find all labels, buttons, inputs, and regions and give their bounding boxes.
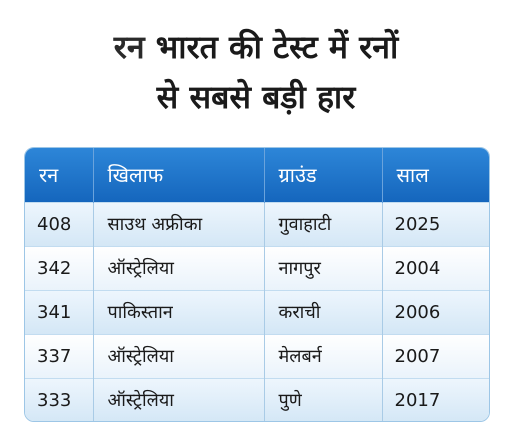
cell-year: 2025 [382, 201, 489, 246]
cell-against: ऑस्ट्रेलिया [93, 333, 265, 378]
header-year: साल [396, 163, 429, 188]
cell-ground: कराची [264, 289, 383, 334]
table-row: 408 साउथ अफ्रीका गुवाहाटी 2025 [25, 201, 489, 246]
cell-year: 2004 [382, 245, 489, 290]
cell-runs: 408 [25, 201, 94, 246]
cell-runs: 333 [25, 377, 94, 421]
cell-against: साउथ अफ्रीका [93, 201, 265, 246]
page-title: रन भारत की टेस्ट में रनों से सबसे बड़ी ह… [0, 22, 512, 122]
cell-runs: 342 [25, 245, 94, 290]
cell-year: 2007 [382, 333, 489, 378]
table-row: 341 पाकिस्तान कराची 2006 [25, 289, 489, 334]
table-row: 337 ऑस्ट्रेलिया मेलबर्न 2007 [25, 333, 489, 378]
title-text-1: भारत की टेस्ट में रनों [155, 28, 399, 66]
title-line-2: से सबसे बड़ी हार [156, 78, 356, 116]
header-runs: रन [25, 148, 94, 202]
cell-ground: गुवाहाटी [264, 201, 383, 246]
cell-runs: 341 [25, 289, 94, 334]
cell-year: 2017 [382, 377, 489, 421]
title-prefix: रन [113, 28, 145, 66]
cell-ground: पुणे [264, 377, 383, 421]
header-against: खिलाफ [93, 148, 265, 202]
table-row: 342 ऑस्ट्रेलिया नागपुर 2004 [25, 245, 489, 290]
header-ground: ग्राउंड [264, 148, 383, 202]
table-row: 333 ऑस्ट्रेलिया पुणे 2017 [25, 377, 489, 421]
cell-year: 2006 [382, 289, 489, 334]
cell-ground: मेलबर्न [264, 333, 383, 378]
cell-ground: नागपुर [264, 245, 383, 290]
cell-runs: 337 [25, 333, 94, 378]
cell-against: पाकिस्तान [93, 289, 265, 334]
results-table-container: रन खिलाफ ग्राउंड साल 408 साउथ अफ्रीका गु… [24, 147, 490, 422]
results-table: रन खिलाफ ग्राउंड साल 408 साउथ अफ्रीका गु… [25, 148, 489, 421]
title-line-1: रन भारत की टेस्ट में रनों [0, 22, 512, 72]
cell-against: ऑस्ट्रेलिया [93, 377, 265, 421]
table-header-row: रन खिलाफ ग्राउंड साल [25, 148, 489, 202]
cell-against: ऑस्ट्रेलिया [93, 245, 265, 290]
